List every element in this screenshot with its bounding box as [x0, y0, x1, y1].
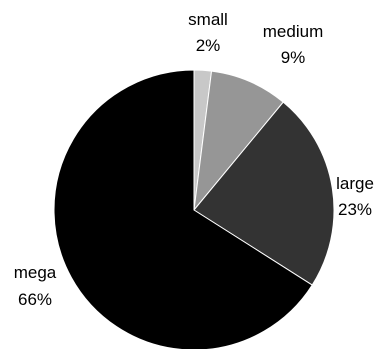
slice-value-label-small: 2%: [196, 36, 221, 55]
slice-label-medium: medium: [263, 22, 323, 41]
pie-slice-large: [193, 101, 335, 286]
slice-value-label-mega: 66%: [18, 290, 52, 309]
slice-label-small: small: [188, 10, 228, 29]
pie-labels: small 2% medium 9% large 23% mega 66%: [14, 10, 374, 309]
pie-slice-mega: [53, 69, 313, 349]
pie-slice-medium: [193, 70, 284, 212]
slice-value-label-medium: 9%: [281, 48, 306, 67]
slice-label-large: large: [336, 174, 374, 193]
slice-value-label-large: 23%: [338, 200, 372, 219]
pie-slices: [53, 69, 335, 349]
slice-label-mega: mega: [14, 263, 57, 282]
